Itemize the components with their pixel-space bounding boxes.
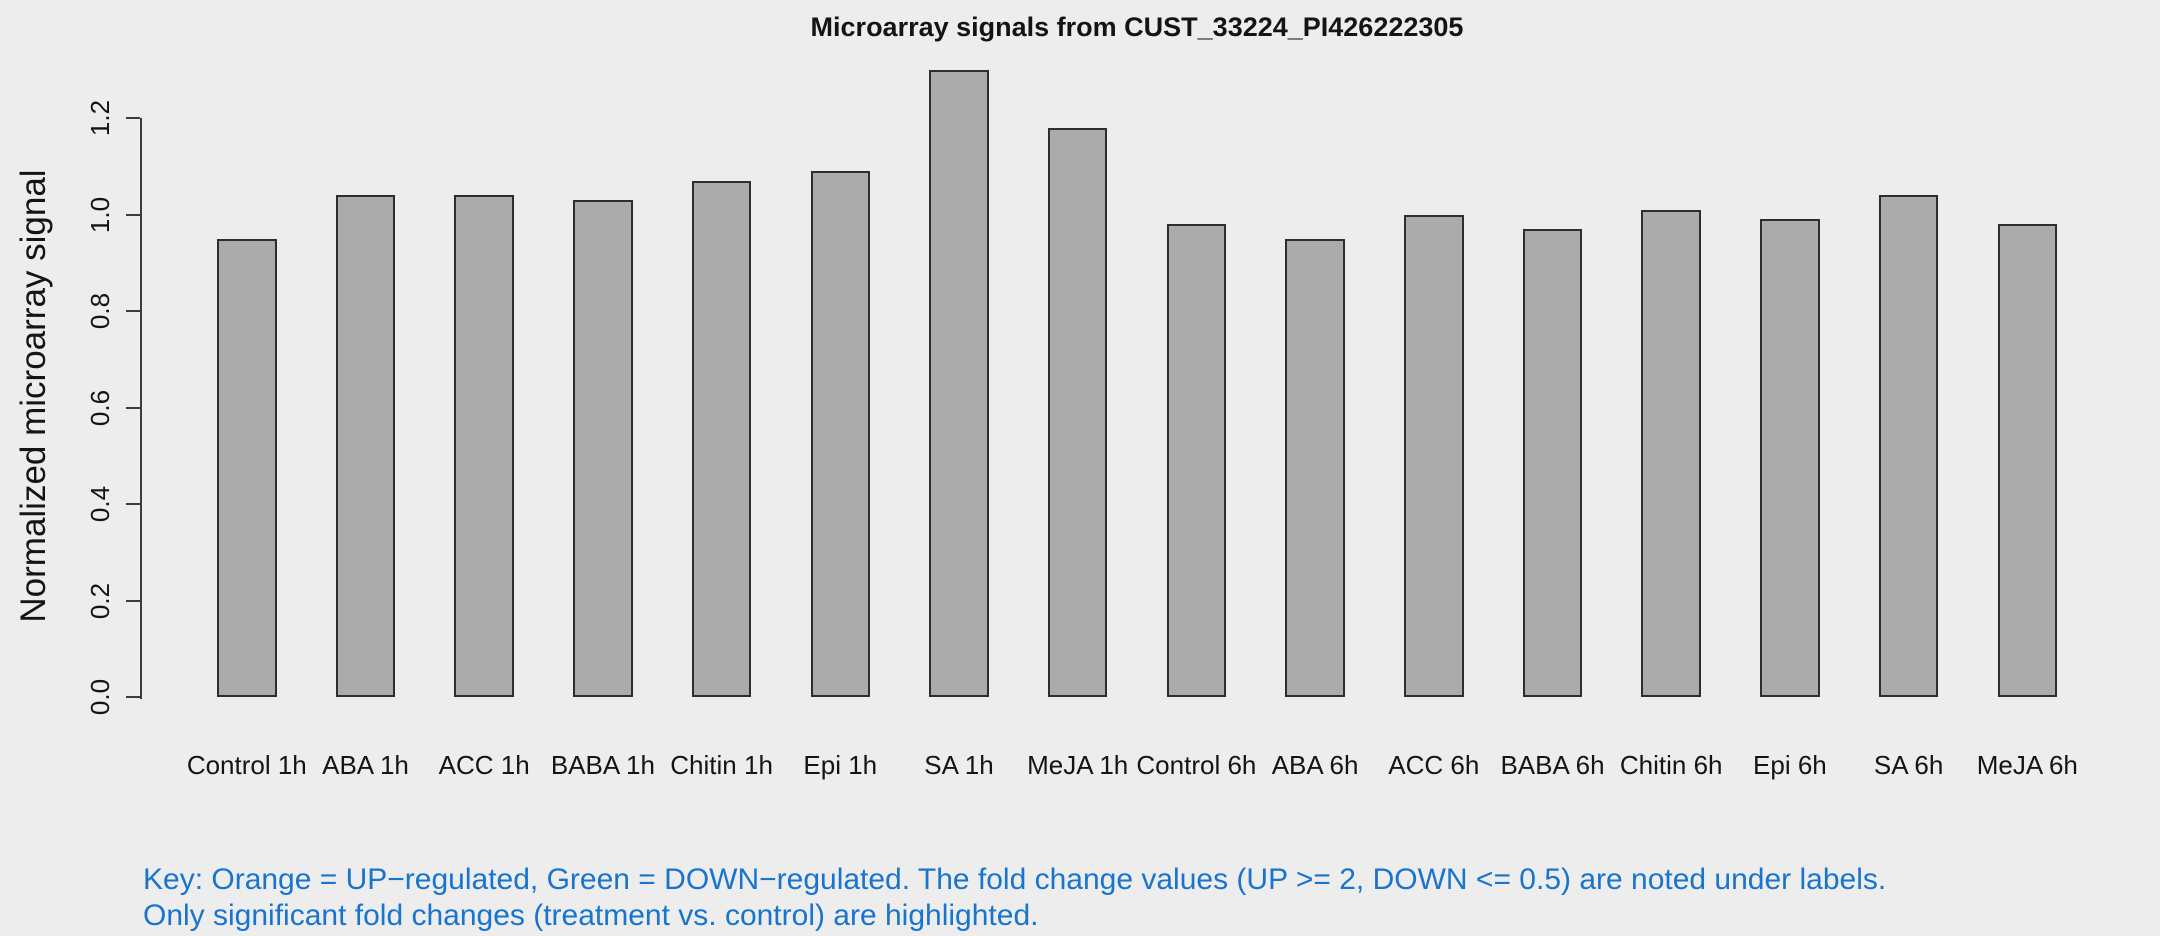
key-note: Key: Orange = UP−regulated, Green = DOWN…	[143, 862, 1886, 934]
x-tick-label: ABA 1h	[322, 750, 409, 780]
bar-acc-6h	[1404, 214, 1464, 697]
bar-acc-1h	[454, 195, 514, 697]
x-tick-label: Control 1h	[186, 750, 307, 780]
x-tick-label: SA 6h	[1873, 750, 1944, 780]
chart-title: Microarray signals from CUST_33224_PI426…	[810, 12, 1464, 42]
x-tick-label: Epi 6h	[1753, 750, 1827, 780]
y-axis-tick	[126, 213, 140, 216]
y-axis-tick-label: 0.2	[85, 582, 115, 619]
bar-meja-1h	[1047, 127, 1108, 697]
y-axis-tick	[126, 696, 140, 698]
bar-control-6h	[1166, 224, 1227, 697]
x-tick-label: MeJA 6h	[1976, 750, 2078, 780]
x-tick-label: MeJA 1h	[1027, 750, 1129, 780]
y-axis-tick	[126, 599, 140, 602]
bar-epi-6h	[1760, 219, 1820, 697]
x-tick-label: BABA 1h	[550, 750, 655, 780]
x-tick-label: Control 6h	[1136, 750, 1257, 780]
bar-aba-6h	[1285, 238, 1345, 697]
x-tick-label: Chitin 1h	[670, 750, 773, 780]
y-axis-tick	[126, 406, 140, 409]
bar-chitin-6h	[1641, 209, 1701, 697]
y-axis-tick-label: 1.2	[85, 99, 115, 137]
y-axis-tick	[126, 310, 140, 312]
y-axis-label: Normalized microarray signal	[14, 169, 53, 623]
bar-chitin-1h	[691, 180, 752, 697]
key-note-line1: Key: Orange = UP−regulated, Green = DOWN…	[143, 863, 1887, 896]
y-axis-tick-label: 0.6	[85, 389, 115, 426]
bar-baba-1h	[573, 200, 633, 697]
bar-sa-1h	[929, 69, 989, 697]
y-axis-line	[140, 118, 142, 699]
x-tick-label: SA 1h	[924, 750, 994, 780]
x-tick-label: ACC 6h	[1388, 750, 1480, 780]
x-tick-label: Chitin 6h	[1619, 750, 1723, 780]
y-axis-tick-label: 0.0	[85, 678, 115, 716]
y-axis-tick	[126, 503, 140, 505]
bar-sa-6h	[1878, 195, 1939, 697]
bar-aba-1h	[335, 195, 396, 697]
y-axis-tick-label: 0.4	[85, 485, 115, 523]
x-tick-label: ABA 6h	[1271, 750, 1359, 780]
plot-area: 0.0 0.2 0.4 0.6 0.8 1.0 1.2	[85, 69, 2132, 715]
x-tick-label: ACC 1h	[438, 750, 530, 780]
y-axis-tick	[126, 117, 140, 119]
bar-control-1h	[217, 238, 277, 697]
x-tick-label: Epi 1h	[803, 750, 878, 780]
bar-epi-1h	[810, 171, 871, 697]
bar-meja-6h	[1997, 224, 2058, 697]
key-note-line2: Only significant fold changes (treatment…	[143, 899, 1039, 932]
bar-baba-6h	[1522, 228, 1583, 697]
y-axis-tick-label: 1.0	[85, 196, 115, 233]
y-axis-tick-label: 0.8	[85, 292, 115, 330]
x-tick-label: BABA 6h	[1500, 750, 1605, 780]
